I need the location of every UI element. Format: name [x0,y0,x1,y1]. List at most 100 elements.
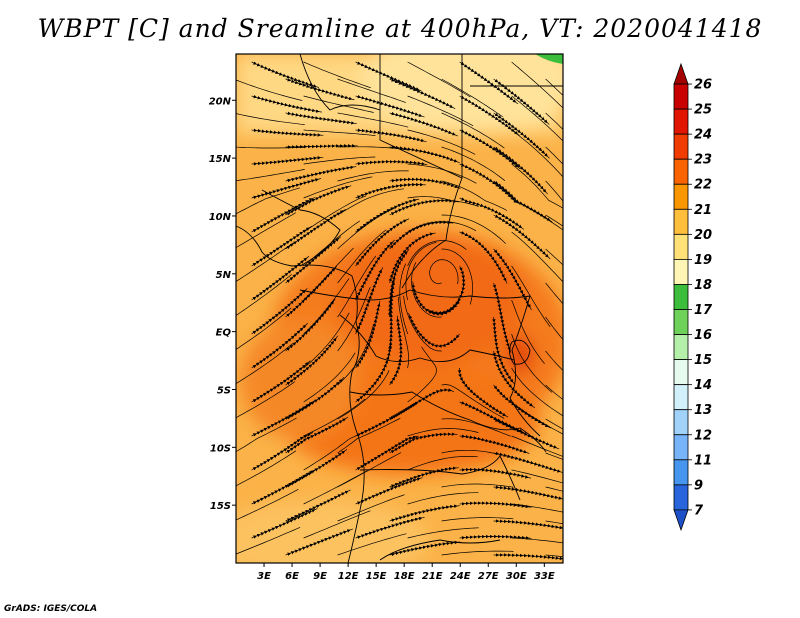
streamline [337,188,405,216]
border-west-coast [236,225,360,431]
border-congo-basin [339,314,515,363]
streamline [337,370,390,420]
colorbar-swatch [673,158,689,185]
field-west-warm [240,320,360,440]
streamline [251,360,311,403]
lon-tick-label: 18E [394,571,415,582]
lon-tick-label: 33E [534,571,555,582]
streamline [355,477,423,505]
lon-tick-label: 30E [506,571,527,582]
streamline [564,436,631,463]
streamline [303,156,376,165]
colorbar-label: 17 [694,303,713,318]
country-borders [236,54,563,563]
streamline [251,178,322,200]
streamline [493,248,532,311]
streamline [545,554,563,558]
streamline [545,112,563,130]
colorbar-label: 22 [694,178,712,193]
lat-tick-label: 15N [209,154,232,165]
colorbar-swatch [673,284,689,310]
lat-tick-label: EQ [216,328,232,339]
border-nigeria [261,189,341,267]
colorbar-label: 13 [694,403,712,418]
streamline [285,78,355,101]
colorbar-label: 26 [694,78,712,93]
lon-tick-label: 3E [257,571,271,582]
colorbar-label: 20 [694,228,712,243]
grads-credit: GrADS: IGES/COLA [4,604,98,614]
streamline [545,214,563,227]
colorbar-label: 21 [694,203,712,218]
colorbar-label: 12 [694,428,712,443]
streamline [511,503,563,513]
streamline [337,417,401,454]
colorbar-swatch [673,484,689,511]
streamline [285,528,353,556]
streamline [441,550,514,556]
streamline [429,259,459,285]
streamline [545,316,563,341]
field-south-pale [236,500,430,563]
streamline [511,265,551,328]
streamline [459,434,530,454]
streamline [389,78,456,110]
lon-tick-label: 12E [338,571,359,582]
lat-tick-label: 10S [210,443,231,454]
streamline [493,214,551,260]
colorbar-label: 7 [694,503,704,518]
lon-tick-label: 27E [478,571,499,582]
streamline [564,300,616,349]
streamline [493,519,563,530]
streamline [337,170,409,182]
colorbar-swatch [673,233,689,260]
colorbar-swatch [673,409,689,436]
streamline [564,164,616,212]
streamline [355,435,419,471]
streamline [251,156,324,166]
streamline [545,384,563,400]
colorbar-swatch [673,384,689,411]
streamline [403,295,442,352]
streamline [251,469,316,505]
colorbar-label: 18 [694,278,712,293]
chart-title: WBPT [C] and Sreamline at 400hPa, VT: 20… [37,14,763,43]
streamline [251,432,314,471]
streamline [564,504,634,520]
streamline [493,485,563,500]
streamline [564,232,622,275]
border-south-1 [349,391,547,453]
colorbar-swatch [673,434,689,461]
streamline [511,469,563,484]
colorbar-label: 9 [694,478,703,493]
streamline [389,177,461,189]
streamline [355,401,419,437]
colorbar-swatch [673,509,689,532]
streamline [337,533,407,556]
colorbar: 26 25 24 23 22 21 20 19 18 17 16 15 14 13 12 11 9 7 [673,62,713,532]
streamline [545,418,563,430]
streamline [236,450,297,487]
border-south-3 [359,455,521,501]
streamline [441,248,473,305]
lat-tick-label: 5S [217,385,231,396]
streamline [411,281,460,316]
streamline [493,553,563,561]
streamline [545,520,563,525]
streamline [564,198,625,236]
lat-tick-label: 10N [209,212,232,223]
streamline [564,96,613,149]
streamline [407,456,478,471]
lon-tick-label: 15E [366,571,387,582]
colorbar-label: 24 [694,128,712,143]
streamline [407,492,479,505]
streamline [564,470,633,491]
streamline [545,350,563,371]
streamline [389,111,458,137]
colorbar-swatch [673,83,689,110]
streamline [355,128,427,143]
plot-frame [235,53,564,564]
lat-tick-label: 5N [216,270,232,281]
longitude-axis: 3E 6E 9E 12E 15E 18E 21E 24E 27E 30E 33E [257,563,555,582]
streamline [564,368,621,412]
